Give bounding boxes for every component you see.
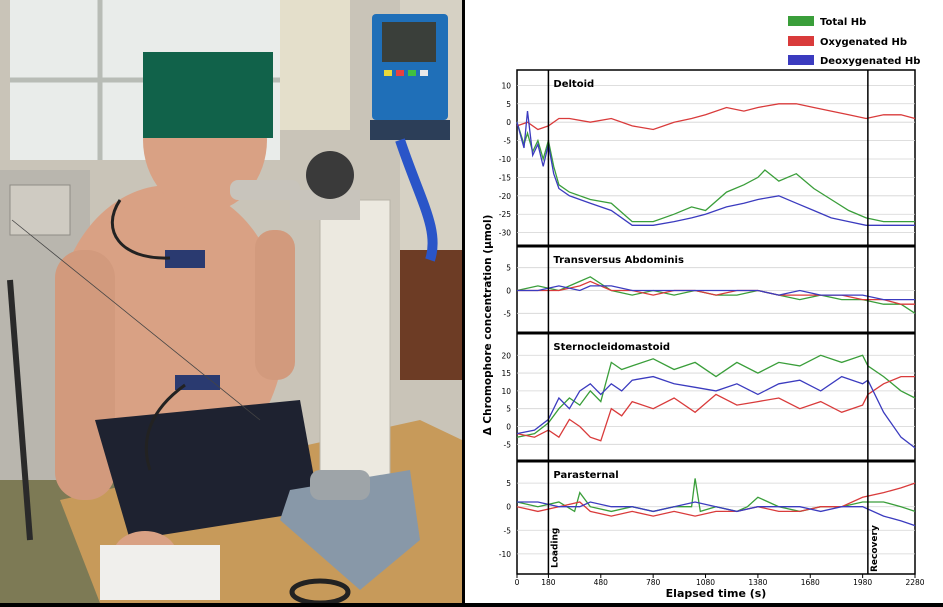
panel-sternocleidomastoid: 20 15 10 5 0 -5 Sternocleidomastoid [501,331,916,449]
y-tick-label: 10 [501,81,511,90]
legend-label-total: Total Hb [820,17,866,28]
loading-label: Loading [550,528,560,568]
panel-transversus-abdominis: 5 0 -5 Transversus Abdominis [504,244,916,318]
series-line-oxygenated-hb [517,280,915,305]
nirs-chart: Total Hb Oxygenated Hb Deoxygenated Hb Δ… [465,0,943,603]
panel-title: Parasternal [553,470,618,481]
x-tick-label: 1980 [853,578,872,587]
x-axis-title: Elapsed time (s) [666,587,767,600]
y-tick-label: -5 [504,137,512,146]
series-line-total-hb [516,122,915,223]
x-tick-label: 0 [515,578,520,587]
y-tick-label: -5 [504,526,512,535]
series-line-deoxygenated-hb [516,375,916,449]
panel-title: Transversus Abdominis [553,255,684,266]
y-tick-label: 0 [506,503,511,512]
x-tick-label: 1380 [748,578,767,587]
chart-svg: Total Hb Oxygenated Hb Deoxygenated Hb Δ… [482,16,925,600]
panel-parasternal: 5 0 -5 -10 Parasternal [499,459,916,559]
x-tick-label: 480 [594,578,609,587]
recovery-label: Recovery [870,525,880,572]
legend-swatch-oxygenated [788,36,814,46]
y-tick-label: -5 [504,309,512,318]
series-line-total-hb [516,354,916,438]
y-tick-label: -25 [499,210,511,219]
panels: 10 5 0 -5 -10 -15 -20 -25 -30 Deltoid 5 0 -5 Transver… [499,79,916,559]
x-tick-label: 180 [541,578,556,587]
panel-title: Sternocleidomastoid [553,342,670,353]
legend-label-deoxygenated: Deoxygenated Hb [820,56,920,67]
legend-swatch-total [788,16,814,26]
y-tick-label: -5 [504,440,512,449]
series-line-deoxygenated-hb [517,501,916,527]
y-tick-label: -10 [499,550,511,559]
x-tick-label: 1080 [696,578,715,587]
series-line-deoxygenated-hb [516,111,915,226]
x-tick-label: 2280 [905,578,924,587]
subject-photo-illustration [0,0,462,603]
y-tick-label: 20 [501,351,511,360]
series-line-oxygenated-hb [516,482,916,517]
legend-label-oxygenated: Oxygenated Hb [820,37,907,48]
y-tick-label: -30 [499,229,511,238]
y-tick-label: 0 [506,423,511,432]
y-tick-label: 10 [501,387,511,396]
panel-deltoid: 10 5 0 -5 -10 -15 -20 -25 -30 Deltoid [499,79,916,238]
y-tick-label: -10 [499,155,511,164]
x-tick-label: 780 [646,578,661,587]
y-tick-label: 0 [506,118,511,127]
series-line-deoxygenated-hb [517,285,915,301]
series-line-oxygenated-hb [516,103,916,131]
y-tick-label: 5 [506,100,511,109]
plot-frame [516,69,916,575]
panel-title: Deltoid [553,79,594,90]
y-axis-title: Δ Chromophore concentration (μmol) [482,215,494,436]
y-tick-label: 15 [501,369,511,378]
subject-photo [0,0,462,603]
y-tick-label: 0 [506,287,511,296]
x-tick-label: 1680 [801,578,820,587]
x-axis-ticks: 0 180 480 780 1080 1380 1680 1980 2280 [515,574,925,587]
y-tick-label: 5 [506,479,511,488]
y-tick-label: 5 [506,405,511,414]
y-tick-label: -15 [499,173,511,182]
legend-swatch-deoxygenated [788,55,814,65]
legend: Total Hb Oxygenated Hb Deoxygenated Hb [788,16,920,67]
y-tick-label: 5 [506,264,511,273]
series-line-oxygenated-hb [516,375,915,442]
y-tick-label: -20 [499,192,511,201]
